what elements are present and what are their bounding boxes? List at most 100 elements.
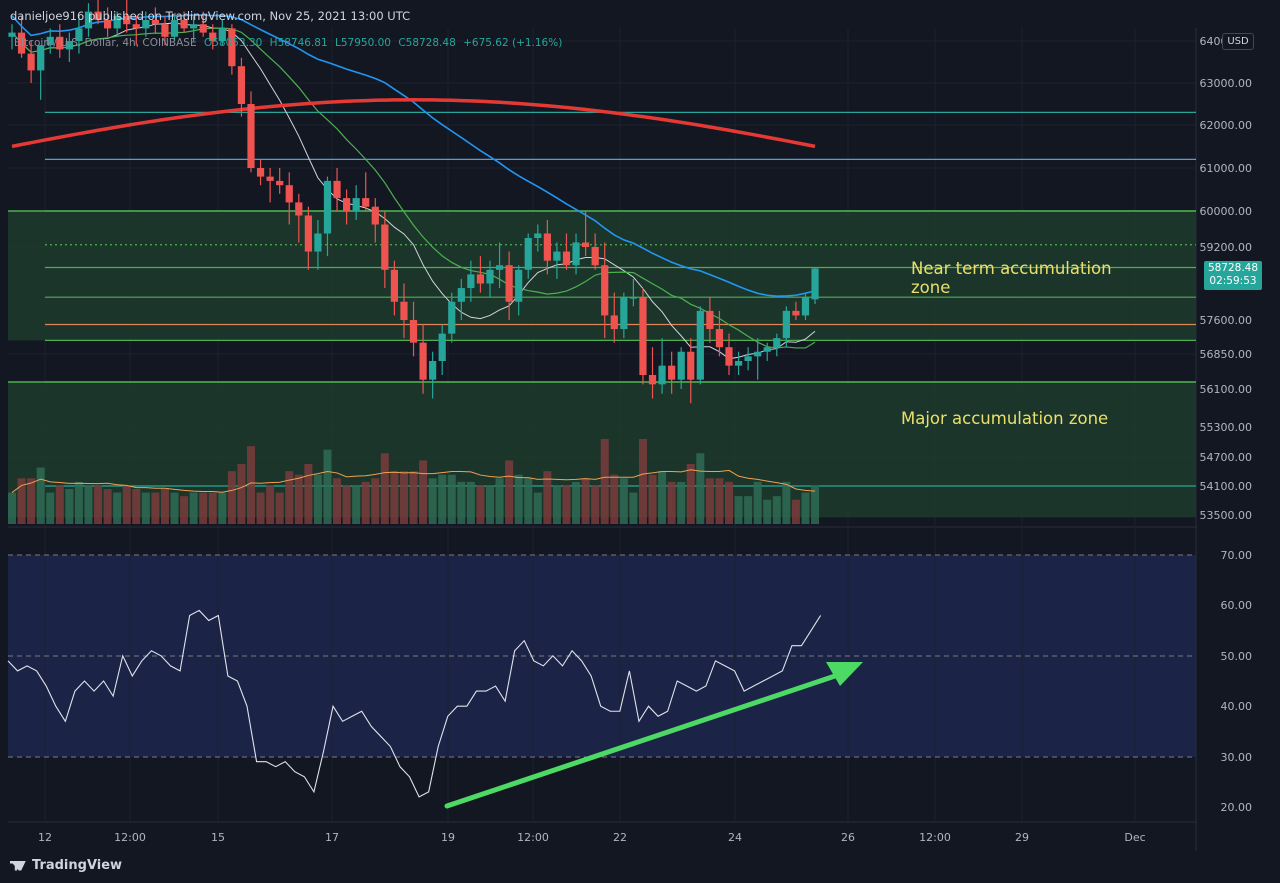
candle-body[interactable] [782,310,790,339]
candle[interactable] [658,338,666,394]
candle-body[interactable] [419,342,427,380]
candle[interactable] [610,292,618,343]
candle[interactable] [696,306,704,385]
candle-body[interactable] [323,180,332,234]
candle[interactable] [648,347,657,399]
candle[interactable] [352,185,360,220]
candle-body[interactable] [725,347,733,366]
candle[interactable] [371,198,379,243]
tradingview-logo[interactable]: TradingView [10,858,122,873]
symbol-legend[interactable]: Bitcoin / U.S. Dollar, 4h, COINBASE O580… [14,37,566,49]
candle-body[interactable] [170,20,179,37]
candle-body[interactable] [123,15,131,25]
candle[interactable] [725,333,733,375]
candle-body[interactable] [314,233,322,252]
candle[interactable] [17,15,26,58]
candle[interactable] [381,211,389,289]
candle-body[interactable] [304,215,312,252]
candle-body[interactable] [801,297,810,316]
candle[interactable] [629,278,637,307]
candle[interactable] [467,260,475,302]
candle[interactable] [495,242,504,289]
candle[interactable] [37,45,45,100]
candle[interactable] [582,211,590,257]
candle-body[interactable] [763,347,771,352]
candle[interactable] [572,233,580,275]
candle[interactable] [668,351,676,394]
candle-body[interactable] [113,15,121,29]
candle-body[interactable] [457,288,465,302]
candle-body[interactable] [75,28,83,41]
candle[interactable] [486,260,494,298]
candle-body[interactable] [218,28,226,41]
candle[interactable] [706,297,714,343]
candle-body[interactable] [190,24,198,29]
candle[interactable] [8,24,16,50]
candle-body[interactable] [553,251,561,261]
candle[interactable] [276,168,284,194]
candle-body[interactable] [610,315,618,330]
candle[interactable] [161,15,169,46]
candle[interactable] [170,15,179,41]
candle-body[interactable] [409,320,418,343]
candle[interactable] [792,301,800,320]
candle-body[interactable] [467,274,475,289]
candle[interactable] [256,159,265,186]
candle-body[interactable] [37,45,45,71]
candle[interactable] [295,193,303,243]
candle-body[interactable] [668,365,676,380]
candle[interactable] [84,3,93,37]
candle-body[interactable] [754,351,762,357]
candle[interactable] [687,338,695,404]
candle[interactable] [601,242,609,339]
candle[interactable] [553,242,561,279]
candle[interactable] [323,176,332,257]
candle[interactable] [457,278,465,320]
candle[interactable] [754,338,762,380]
candle[interactable] [132,15,140,46]
candle-body[interactable] [438,333,446,361]
candle-body[interactable] [639,297,647,375]
candle[interactable] [199,11,207,37]
candle-body[interactable] [400,301,408,320]
candle[interactable] [56,24,64,58]
candlesticks[interactable] [8,0,819,404]
candle-body[interactable] [390,269,398,302]
candle-body[interactable] [256,168,265,177]
candle[interactable] [314,220,322,270]
candle[interactable] [390,260,398,316]
candle-body[interactable] [285,185,293,203]
candle-body[interactable] [601,265,609,316]
candle-body[interactable] [744,356,752,361]
currency-badge[interactable]: USD [1222,33,1254,50]
candle[interactable] [419,324,427,394]
candle[interactable] [113,11,121,37]
candle[interactable] [180,11,188,33]
candle-body[interactable] [17,32,26,54]
candle[interactable] [515,265,523,316]
candle[interactable] [801,292,810,320]
candle-body[interactable] [27,53,35,71]
candle-body[interactable] [429,361,437,380]
candle-body[interactable] [677,351,685,380]
candle-body[interactable] [276,180,284,186]
time-axis[interactable]: 12 12:00 15 17 19 12:00 22 24 26 12:00 29 Dec [38,831,1146,844]
candle-body[interactable] [56,36,64,50]
candle[interactable] [237,57,246,117]
candle[interactable] [190,15,198,41]
candle-body[interactable] [362,198,370,207]
candle-body[interactable] [687,351,695,380]
candle[interactable] [591,233,599,270]
candle-body[interactable] [104,20,112,29]
candle-body[interactable] [572,242,580,266]
candle-body[interactable] [65,41,73,50]
candle-body[interactable] [333,180,341,199]
candle-body[interactable] [505,265,513,302]
candle[interactable] [333,168,341,211]
candle-body[interactable] [352,198,360,211]
candle[interactable] [763,342,771,361]
candle-body[interactable] [734,361,743,366]
candle-body[interactable] [199,24,207,33]
candle[interactable] [94,0,102,25]
candle-body[interactable] [629,297,637,299]
